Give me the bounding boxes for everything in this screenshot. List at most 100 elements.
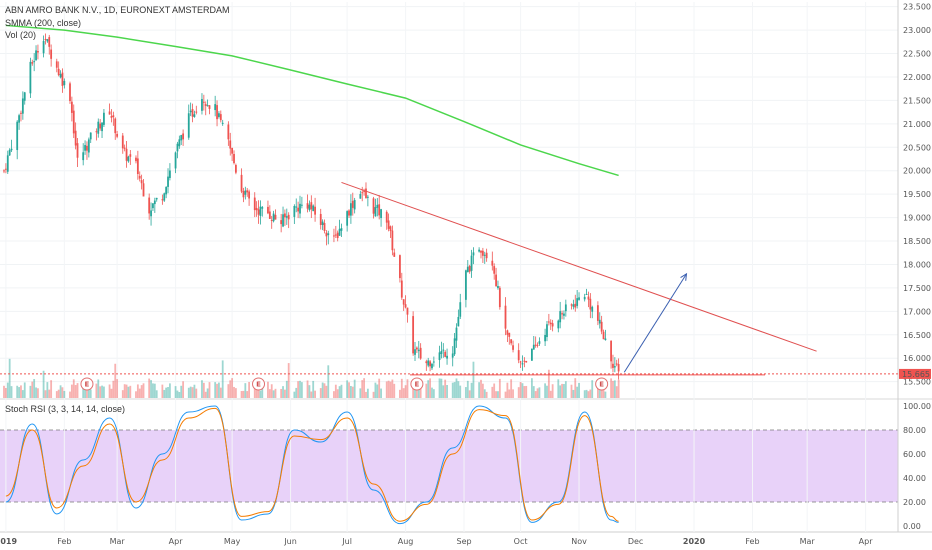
volume-bar (610, 378, 612, 398)
trendline[interactable] (341, 181, 817, 352)
candle-body (4, 168, 7, 170)
volume-bar (559, 385, 562, 398)
candle-body (419, 347, 422, 359)
price-tick-label: 17.500 (903, 284, 931, 293)
candle-body (163, 193, 166, 201)
candle-body (451, 353, 454, 358)
volume-bar (353, 379, 356, 398)
candle-body (86, 145, 88, 151)
volume-bar (127, 386, 130, 398)
stoch-tick-label: 60.00 (903, 450, 926, 459)
volume-bar (325, 385, 328, 398)
candle-body (46, 39, 49, 42)
time-tick-label: 2019 (0, 537, 17, 546)
candle-body (429, 361, 431, 367)
volume-bar (440, 378, 443, 398)
volume-bar (532, 386, 535, 398)
candle-body (455, 327, 458, 341)
volume-bar (182, 381, 185, 398)
volume-bar (404, 385, 407, 398)
volume-bar (312, 380, 315, 398)
volume-bar (202, 382, 205, 398)
smma-legend[interactable]: SMMA (200, close) (5, 18, 82, 28)
volume-bar (108, 384, 111, 398)
volume-bar (82, 382, 85, 398)
candle-body (18, 115, 20, 123)
volume-bar (446, 385, 448, 398)
stoch-legend[interactable]: Stoch RSI (3, 3, 14, 14, close) (5, 404, 126, 414)
candle-body (325, 232, 328, 237)
candle-body (31, 62, 34, 64)
candle-body (446, 355, 448, 359)
candle-body (123, 147, 126, 149)
symbol-title[interactable]: ABN AMRO BANK N.V., 1D, EURONEXT AMSTERD… (5, 5, 230, 15)
time-tick-label: Dec (628, 537, 643, 546)
volume-bar (612, 380, 614, 398)
time-tick-label: Feb (57, 537, 71, 546)
volume-bar (37, 388, 39, 398)
candle-body (42, 41, 45, 54)
stoch-tick-label: 80.00 (903, 426, 926, 435)
volume-bar (257, 388, 260, 398)
volume-bar (101, 385, 103, 398)
candle-body (189, 110, 192, 113)
volume-bar (517, 387, 520, 398)
volume-bar (589, 389, 592, 398)
candle-body (204, 104, 207, 106)
candle-body (559, 311, 562, 323)
volume-bar (165, 387, 168, 398)
volume-bar (519, 382, 522, 398)
candle-body (195, 111, 198, 113)
price-tick-label: 21.000 (903, 120, 931, 129)
earnings-marker-label: E (414, 381, 419, 389)
volume-bar (214, 382, 217, 398)
candle-body (468, 265, 471, 272)
candle-body (274, 214, 277, 220)
stoch-rsi-pane (5, 405, 619, 525)
volume-bar (193, 384, 196, 398)
candle-body (206, 105, 209, 107)
candle-body (372, 198, 375, 214)
volume-bar (6, 382, 9, 398)
volume-bar (218, 382, 220, 398)
volume-bar (493, 383, 496, 398)
volume-bar (613, 380, 616, 398)
volume-legend[interactable]: Vol (20) (5, 30, 37, 40)
candle-body (174, 152, 177, 169)
candle-body (525, 360, 528, 363)
candle-body (312, 205, 315, 212)
volume-bar (44, 390, 47, 398)
volume-bar (459, 385, 462, 398)
candle-body (82, 152, 85, 161)
candle-body (8, 149, 11, 156)
volume-bar (442, 385, 445, 398)
volume-bar (123, 384, 126, 398)
candle-body (153, 200, 156, 205)
volume-bar (319, 388, 322, 398)
candle-body (108, 111, 111, 115)
candle-body (504, 305, 507, 329)
candle-body (87, 139, 90, 153)
candle-body (114, 118, 117, 134)
candle-body (530, 348, 533, 361)
candle-body (231, 147, 234, 154)
candle-body (142, 183, 145, 197)
time-tick-label: Apr (859, 537, 874, 546)
volume-bar (557, 379, 560, 398)
volume-bar (148, 378, 151, 398)
earnings-marker-label: E (85, 381, 90, 389)
candle-body (21, 98, 24, 114)
volume-bar (497, 391, 499, 398)
candle-body (427, 360, 430, 366)
projection-arrow[interactable] (623, 272, 688, 373)
volume-bar (46, 382, 49, 398)
volume-bar (346, 380, 349, 398)
candle-body (380, 209, 382, 219)
volume-bar (530, 378, 533, 398)
volume-bar (48, 389, 51, 398)
candle-body (57, 68, 60, 76)
price-tick-label: 21.500 (903, 96, 931, 105)
volume-bar (485, 391, 488, 398)
